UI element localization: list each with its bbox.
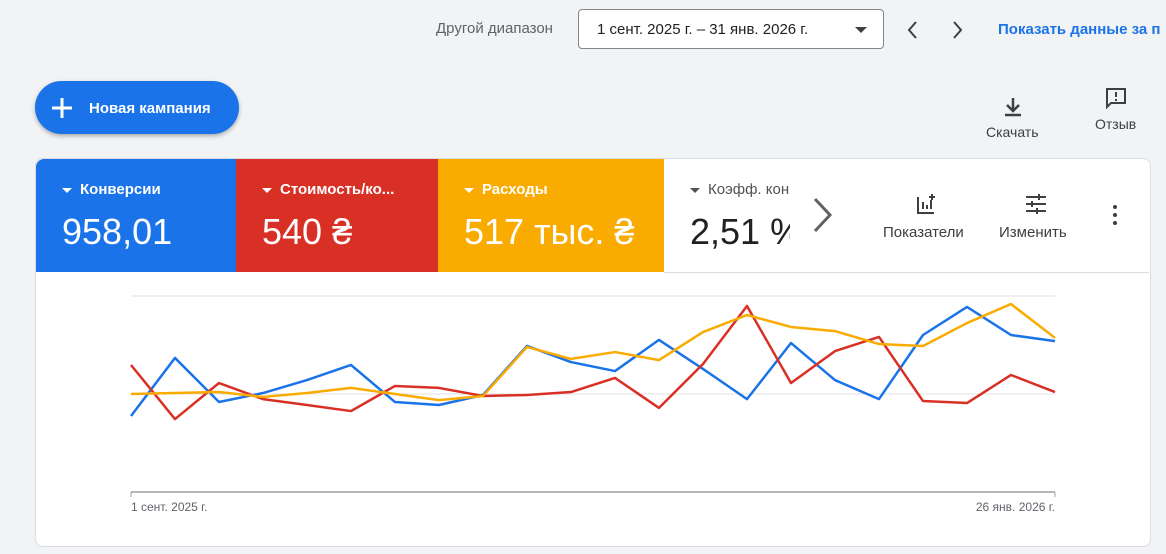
next-chevron[interactable]	[808, 196, 836, 236]
metric-tile[interactable]: Стоимость/ко... 540 ₴	[236, 159, 438, 272]
tile-actions	[790, 159, 1149, 273]
more-icon[interactable]	[1108, 204, 1122, 226]
x-tick-label: 26 янв. 2026 г.	[976, 500, 1055, 514]
range-label: Другой диапазон	[436, 20, 553, 37]
metric-title: Коэфф. конвер...	[690, 181, 790, 198]
download-label[interactable]: Скачать	[986, 124, 1039, 140]
metric-value: 540 ₴	[262, 211, 353, 252]
metric-title: Стоимость/ко...	[262, 181, 394, 198]
show-data-link[interactable]: Показать данные за п	[998, 21, 1161, 38]
metric-value: 2,51 %	[690, 211, 790, 252]
metric-value: 958,01	[62, 211, 173, 252]
new-campaign-label: Новая кампания	[89, 100, 211, 117]
metric-name: Расходы	[482, 181, 548, 198]
series-line	[130, 302, 1056, 402]
x-tick-label: 1 сент. 2025 г.	[131, 500, 207, 514]
edit-label[interactable]: Изменить	[999, 224, 1067, 241]
metric-name: Конверсии	[80, 181, 161, 198]
new-campaign-button[interactable]: Новая кампания	[35, 81, 239, 134]
metric-tile[interactable]: Коэфф. конвер... 2,51 %	[664, 159, 790, 273]
series-line	[130, 304, 1056, 421]
metrics-label[interactable]: Показатели	[883, 224, 964, 241]
dropdown-arrow	[855, 27, 867, 33]
metric-title: Расходы	[464, 181, 548, 198]
metric-value: 517 тыс. ₴	[464, 211, 635, 252]
metric-name: Коэфф. конвер...	[708, 181, 790, 198]
nav-arrows[interactable]	[900, 18, 980, 42]
plus-icon	[52, 98, 72, 118]
date-range: 1 сент. 2025 г. – 31 янв. 2026 г.	[597, 21, 809, 38]
metric-title: Конверсии	[62, 181, 161, 198]
metrics-icon[interactable]	[915, 192, 941, 216]
date-range-dropdown[interactable]: 1 сент. 2025 г. – 31 янв. 2026 г.	[578, 9, 884, 49]
metric-tile[interactable]: Расходы 517 тыс. ₴	[438, 159, 664, 272]
edit-icon[interactable]	[1024, 192, 1048, 216]
feedback-icon[interactable]	[1104, 86, 1128, 110]
download-icon[interactable]	[1002, 96, 1024, 118]
metric-name: Стоимость/ко...	[280, 181, 395, 198]
metric-tile[interactable]: Конверсии 958,01	[36, 159, 236, 272]
feedback-label[interactable]: Отзыв	[1095, 116, 1137, 132]
